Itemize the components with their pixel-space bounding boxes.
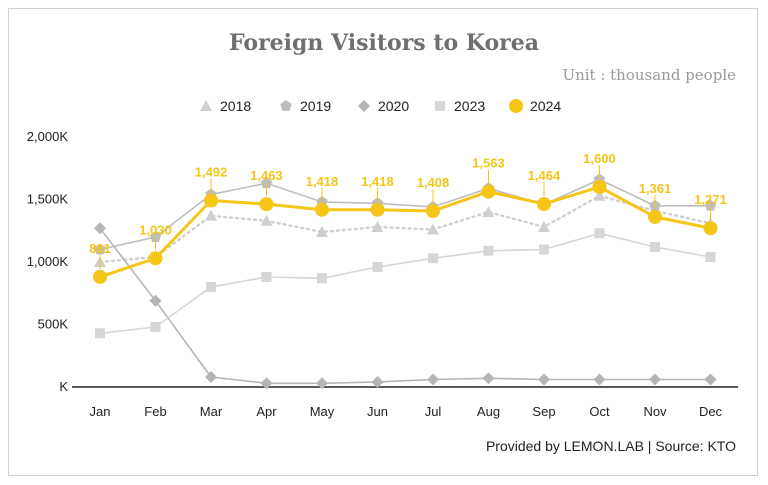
series-line-2019: [99, 178, 711, 251]
point-2020: [427, 373, 439, 386]
data-label-2024: 1,563: [472, 156, 505, 171]
y-tick-label: K: [59, 379, 68, 394]
point-2024: [592, 180, 607, 194]
point-2024: [481, 184, 496, 199]
point-2024: [259, 197, 274, 212]
x-tick-label: Jan: [90, 404, 111, 419]
point-2023: [261, 272, 272, 282]
point-2020: [704, 373, 717, 386]
point-2018: [427, 223, 439, 235]
x-tick-label: Feb: [144, 404, 166, 419]
data-label-2024: 1,408: [417, 175, 450, 190]
data-label-2024: 1,418: [306, 174, 339, 189]
x-tick-label: Dec: [699, 404, 723, 419]
point-2024: [204, 193, 218, 208]
point-2020: [482, 372, 495, 385]
point-2018: [205, 209, 217, 221]
point-2023: [650, 242, 660, 252]
legend-marker-2018: [200, 100, 212, 111]
series-line-2024: [99, 185, 711, 279]
y-tick-label: 1,000K: [27, 254, 69, 269]
data-label-2024: 881: [89, 241, 111, 256]
point-2023: [95, 328, 105, 339]
point-2023: [372, 262, 383, 272]
point-2019: [704, 199, 717, 211]
legend-label-2024: 2024: [530, 98, 561, 114]
data-label-2024: 1,418: [361, 174, 394, 189]
point-2024: [537, 197, 551, 211]
legend-label-2019: 2019: [300, 98, 331, 114]
point-2020: [538, 373, 550, 386]
point-2020: [149, 294, 162, 307]
y-tick-label: 1,500K: [27, 192, 69, 207]
point-2020: [260, 377, 273, 390]
point-2020: [205, 371, 217, 383]
data-label-2024: 1,361: [639, 181, 672, 196]
legend-marker-2019: [280, 100, 292, 111]
series-line-2020: [99, 227, 711, 385]
legend-marker-2024: [509, 99, 523, 113]
chart-title: Foreign Visitors to Korea: [229, 30, 539, 56]
legend-label-2018: 2018: [220, 98, 251, 114]
point-2024: [648, 209, 662, 224]
point-2023: [428, 253, 438, 264]
x-tick-label: Apr: [256, 404, 277, 419]
point-2024: [426, 204, 440, 218]
point-2023: [150, 322, 161, 332]
series-line-2018: [98, 194, 712, 264]
x-tick-label: Oct: [589, 404, 610, 419]
point-2024: [148, 251, 163, 266]
chart-subtitle: Unit : thousand people: [562, 66, 736, 84]
x-tick-label: Nov: [643, 404, 667, 419]
x-tick-label: Mar: [200, 404, 223, 419]
point-2020: [649, 373, 661, 386]
point-2018: [593, 189, 606, 201]
point-2024: [703, 221, 718, 236]
point-2018: [371, 221, 384, 232]
y-tick-label: 2,000K: [27, 129, 69, 144]
data-label-2024: 1,030: [139, 222, 172, 237]
point-2020: [316, 377, 328, 390]
point-2023: [317, 273, 327, 284]
point-2018: [260, 214, 273, 226]
y-tick-label: 500K: [38, 317, 69, 332]
x-tick-label: Sep: [532, 404, 555, 419]
point-2020: [94, 222, 106, 235]
point-2020: [371, 376, 384, 388]
series-line-2023: [99, 232, 711, 335]
point-2018: [482, 206, 495, 217]
point-2024: [370, 202, 385, 217]
point-2023: [483, 245, 494, 256]
data-label-2024: 1,464: [528, 168, 561, 183]
chart-footer: Provided by LEMON.LAB | Source: KTO: [485, 438, 736, 454]
point-2024: [93, 269, 107, 284]
data-label-2024: 1,271: [694, 192, 727, 207]
x-tick-label: May: [310, 404, 335, 419]
point-2020: [593, 373, 606, 386]
point-2023: [539, 244, 549, 255]
legend-label-2020: 2020: [378, 98, 409, 114]
legend-label-2023: 2023: [454, 98, 485, 114]
point-2023: [206, 282, 216, 292]
legend-marker-2023: [435, 101, 445, 111]
data-label-2024: 1,463: [250, 168, 283, 183]
x-tick-label: Jun: [367, 404, 388, 419]
point-2024: [315, 202, 329, 217]
point-2023: [594, 228, 605, 239]
point-2019: [94, 243, 106, 255]
x-tick-label: Aug: [477, 404, 500, 419]
legend-marker-2020: [358, 100, 370, 112]
point-2023: [705, 252, 716, 262]
point-2018: [316, 226, 328, 237]
data-label-2024: 1,600: [583, 151, 616, 166]
x-tick-label: Jul: [425, 404, 442, 419]
data-label-2024: 1,492: [195, 165, 228, 180]
point-2018: [538, 221, 550, 232]
